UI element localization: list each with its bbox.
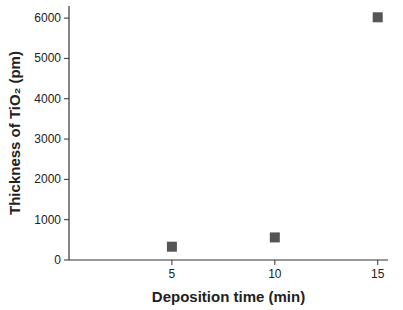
y-axis-line [68,6,69,260]
y-tick-label: 5000 [34,51,61,65]
y-tick-label: 4000 [34,92,61,106]
y-tick [64,179,69,180]
y-tick-label: 2000 [34,172,61,186]
x-tick [171,260,172,265]
point [373,12,383,22]
y-tick [64,18,69,19]
x-tick-label: 15 [371,267,385,281]
y-axis-label: Thickness of TiO₂ (pm) [6,51,23,215]
y-tick-label: 3000 [34,132,61,146]
x-tick [377,260,378,265]
y-tick-label: 0 [54,253,61,267]
point [167,242,177,252]
chart-container: 0 1000 2000 3000 4000 5000 6000 5 10 15 Deposition… [0,0,403,310]
y-tick [64,98,69,99]
y-tick-label: 1000 [34,213,61,227]
y-tick [64,58,69,59]
x-tick-label: 10 [268,267,282,281]
chart-svg: 0 1000 2000 3000 4000 5000 6000 5 10 15 Deposition… [0,0,403,310]
x-axis-label: Deposition time (min) [152,288,305,305]
y-tick-label: 6000 [34,11,61,25]
y-tick [64,260,69,261]
points [167,12,383,251]
x-tick [274,260,275,265]
x-axis-line [69,259,388,260]
point [270,232,280,242]
y-tick [64,139,69,140]
x-tick-label: 5 [169,267,176,281]
y-tick [64,219,69,220]
